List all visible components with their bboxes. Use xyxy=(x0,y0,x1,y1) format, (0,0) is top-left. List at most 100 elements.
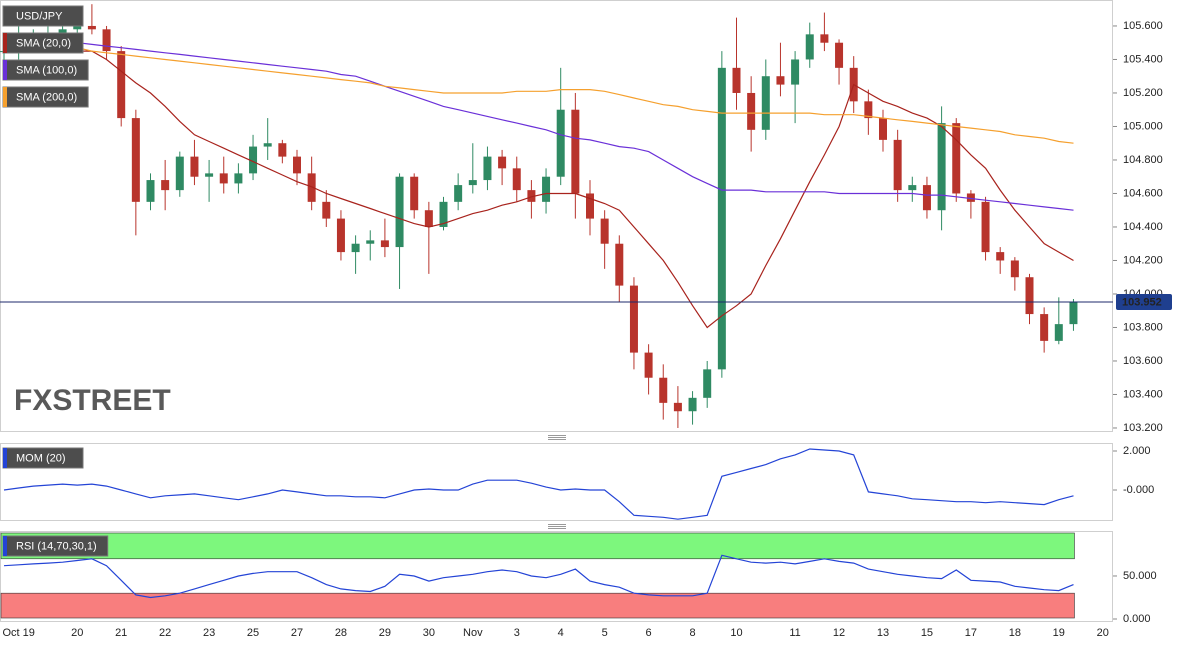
x-tick-label: 5 xyxy=(602,627,608,639)
candle-body xyxy=(571,109,580,194)
x-tick-label: 19 xyxy=(1053,627,1065,639)
candle-body xyxy=(512,168,521,191)
candle-body xyxy=(87,25,96,30)
candle-body xyxy=(864,101,873,119)
series-line xyxy=(3,448,1074,520)
series-line xyxy=(3,554,1074,599)
candle-body xyxy=(937,123,946,211)
candle-body xyxy=(498,156,507,169)
y-tick-label: 104.800 xyxy=(1123,154,1163,166)
x-tick-label: 12 xyxy=(833,627,845,639)
candle-body xyxy=(58,29,67,35)
y-tick-label: 2.000 xyxy=(1123,445,1151,457)
candle-body xyxy=(615,243,624,286)
candle-body xyxy=(600,218,609,244)
x-tick-label: 25 xyxy=(247,627,259,639)
legend-label: SMA (200,0) xyxy=(16,91,77,103)
candle-body xyxy=(747,92,756,130)
y-tick-label: 103.400 xyxy=(1123,388,1163,400)
candle-body xyxy=(454,185,463,202)
candle-body xyxy=(336,218,345,253)
panel-handle xyxy=(548,435,566,529)
panel-frame xyxy=(0,443,1113,521)
y-tick-label: -0.000 xyxy=(1123,484,1154,496)
x-tick-label: 6 xyxy=(646,627,652,639)
x-tick-label: 29 xyxy=(379,627,391,639)
candle-body xyxy=(1069,302,1078,325)
legend-item: SMA (100,0) xyxy=(2,59,89,81)
candle-body xyxy=(659,377,668,403)
x-tick-label: 28 xyxy=(335,627,347,639)
candle-body xyxy=(263,143,272,147)
candle-body xyxy=(717,67,726,370)
candle-body xyxy=(102,29,111,52)
series-line xyxy=(3,38,1074,144)
x-tick-label: 11 xyxy=(789,627,800,639)
candle-body xyxy=(175,156,184,191)
legend-swatch xyxy=(3,448,7,468)
x-tick-label: 23 xyxy=(203,627,215,639)
legend-item: MOM (20) xyxy=(2,447,84,469)
candle-body xyxy=(879,118,887,140)
candle-body xyxy=(234,173,243,184)
candle-body xyxy=(922,185,931,211)
candle-body xyxy=(1010,260,1019,278)
x-tick-label: 20 xyxy=(71,627,83,639)
candle-body xyxy=(380,240,389,248)
candle-body xyxy=(644,352,653,378)
candle-body xyxy=(527,190,536,202)
candle-body xyxy=(908,185,917,191)
y-tick-label: 103.600 xyxy=(1123,355,1163,367)
x-tick-label: 18 xyxy=(1009,627,1021,639)
legend-item: SMA (200,0) xyxy=(2,86,89,108)
candle-body xyxy=(952,123,961,194)
panel-frame xyxy=(0,0,1113,432)
candle-body xyxy=(131,118,140,202)
candle-body xyxy=(893,139,902,191)
watermark: FXSTREET xyxy=(14,384,171,417)
candle-body xyxy=(835,42,844,68)
candle-body xyxy=(629,285,638,353)
y-tick-label: 0.000 xyxy=(1123,613,1151,625)
candle-body xyxy=(483,156,492,181)
candle-body xyxy=(732,67,741,93)
legend-swatch xyxy=(3,87,7,107)
band-high xyxy=(0,532,1075,560)
x-tick-label: Nov xyxy=(463,627,483,639)
candle-body xyxy=(117,51,126,119)
series-line xyxy=(3,33,1074,211)
legend-box xyxy=(2,5,84,27)
candle-body xyxy=(410,176,419,211)
y-tick-label: 104.600 xyxy=(1123,187,1163,199)
legend-label: USD/JPY xyxy=(16,10,63,22)
y-tick-label: 105.000 xyxy=(1123,120,1163,132)
candle-body xyxy=(703,369,712,398)
candle-body xyxy=(161,180,170,191)
candle-body xyxy=(439,201,448,227)
candle-body xyxy=(190,156,199,177)
legend-label: MOM (20) xyxy=(16,452,66,464)
x-tick-label: 17 xyxy=(965,627,977,639)
candle-body xyxy=(395,176,404,248)
legend-item: SMA (20,0) xyxy=(2,32,84,54)
x-tick-label: Oct 19 xyxy=(2,627,34,639)
x-tick-label: 3 xyxy=(514,627,520,639)
candle-body xyxy=(966,193,975,202)
legend-swatch xyxy=(3,33,7,53)
y-tick-label: 103.200 xyxy=(1123,422,1163,434)
candle-body xyxy=(556,109,565,177)
x-tick-label: 4 xyxy=(558,627,564,639)
x-tick-label: 8 xyxy=(689,627,695,639)
y-tick-label: 104.400 xyxy=(1123,221,1163,233)
y-tick-label: 105.600 xyxy=(1123,20,1163,32)
candle-body xyxy=(146,180,155,202)
series-line xyxy=(4,50,1074,329)
x-tick-label: 21 xyxy=(115,627,127,639)
candle-body xyxy=(468,180,477,186)
x-tick-label: 10 xyxy=(730,627,742,639)
candle-body xyxy=(996,252,1005,261)
y-tick-label: 104.200 xyxy=(1123,254,1163,266)
candle-body xyxy=(1025,277,1034,315)
candle-body xyxy=(761,76,770,130)
